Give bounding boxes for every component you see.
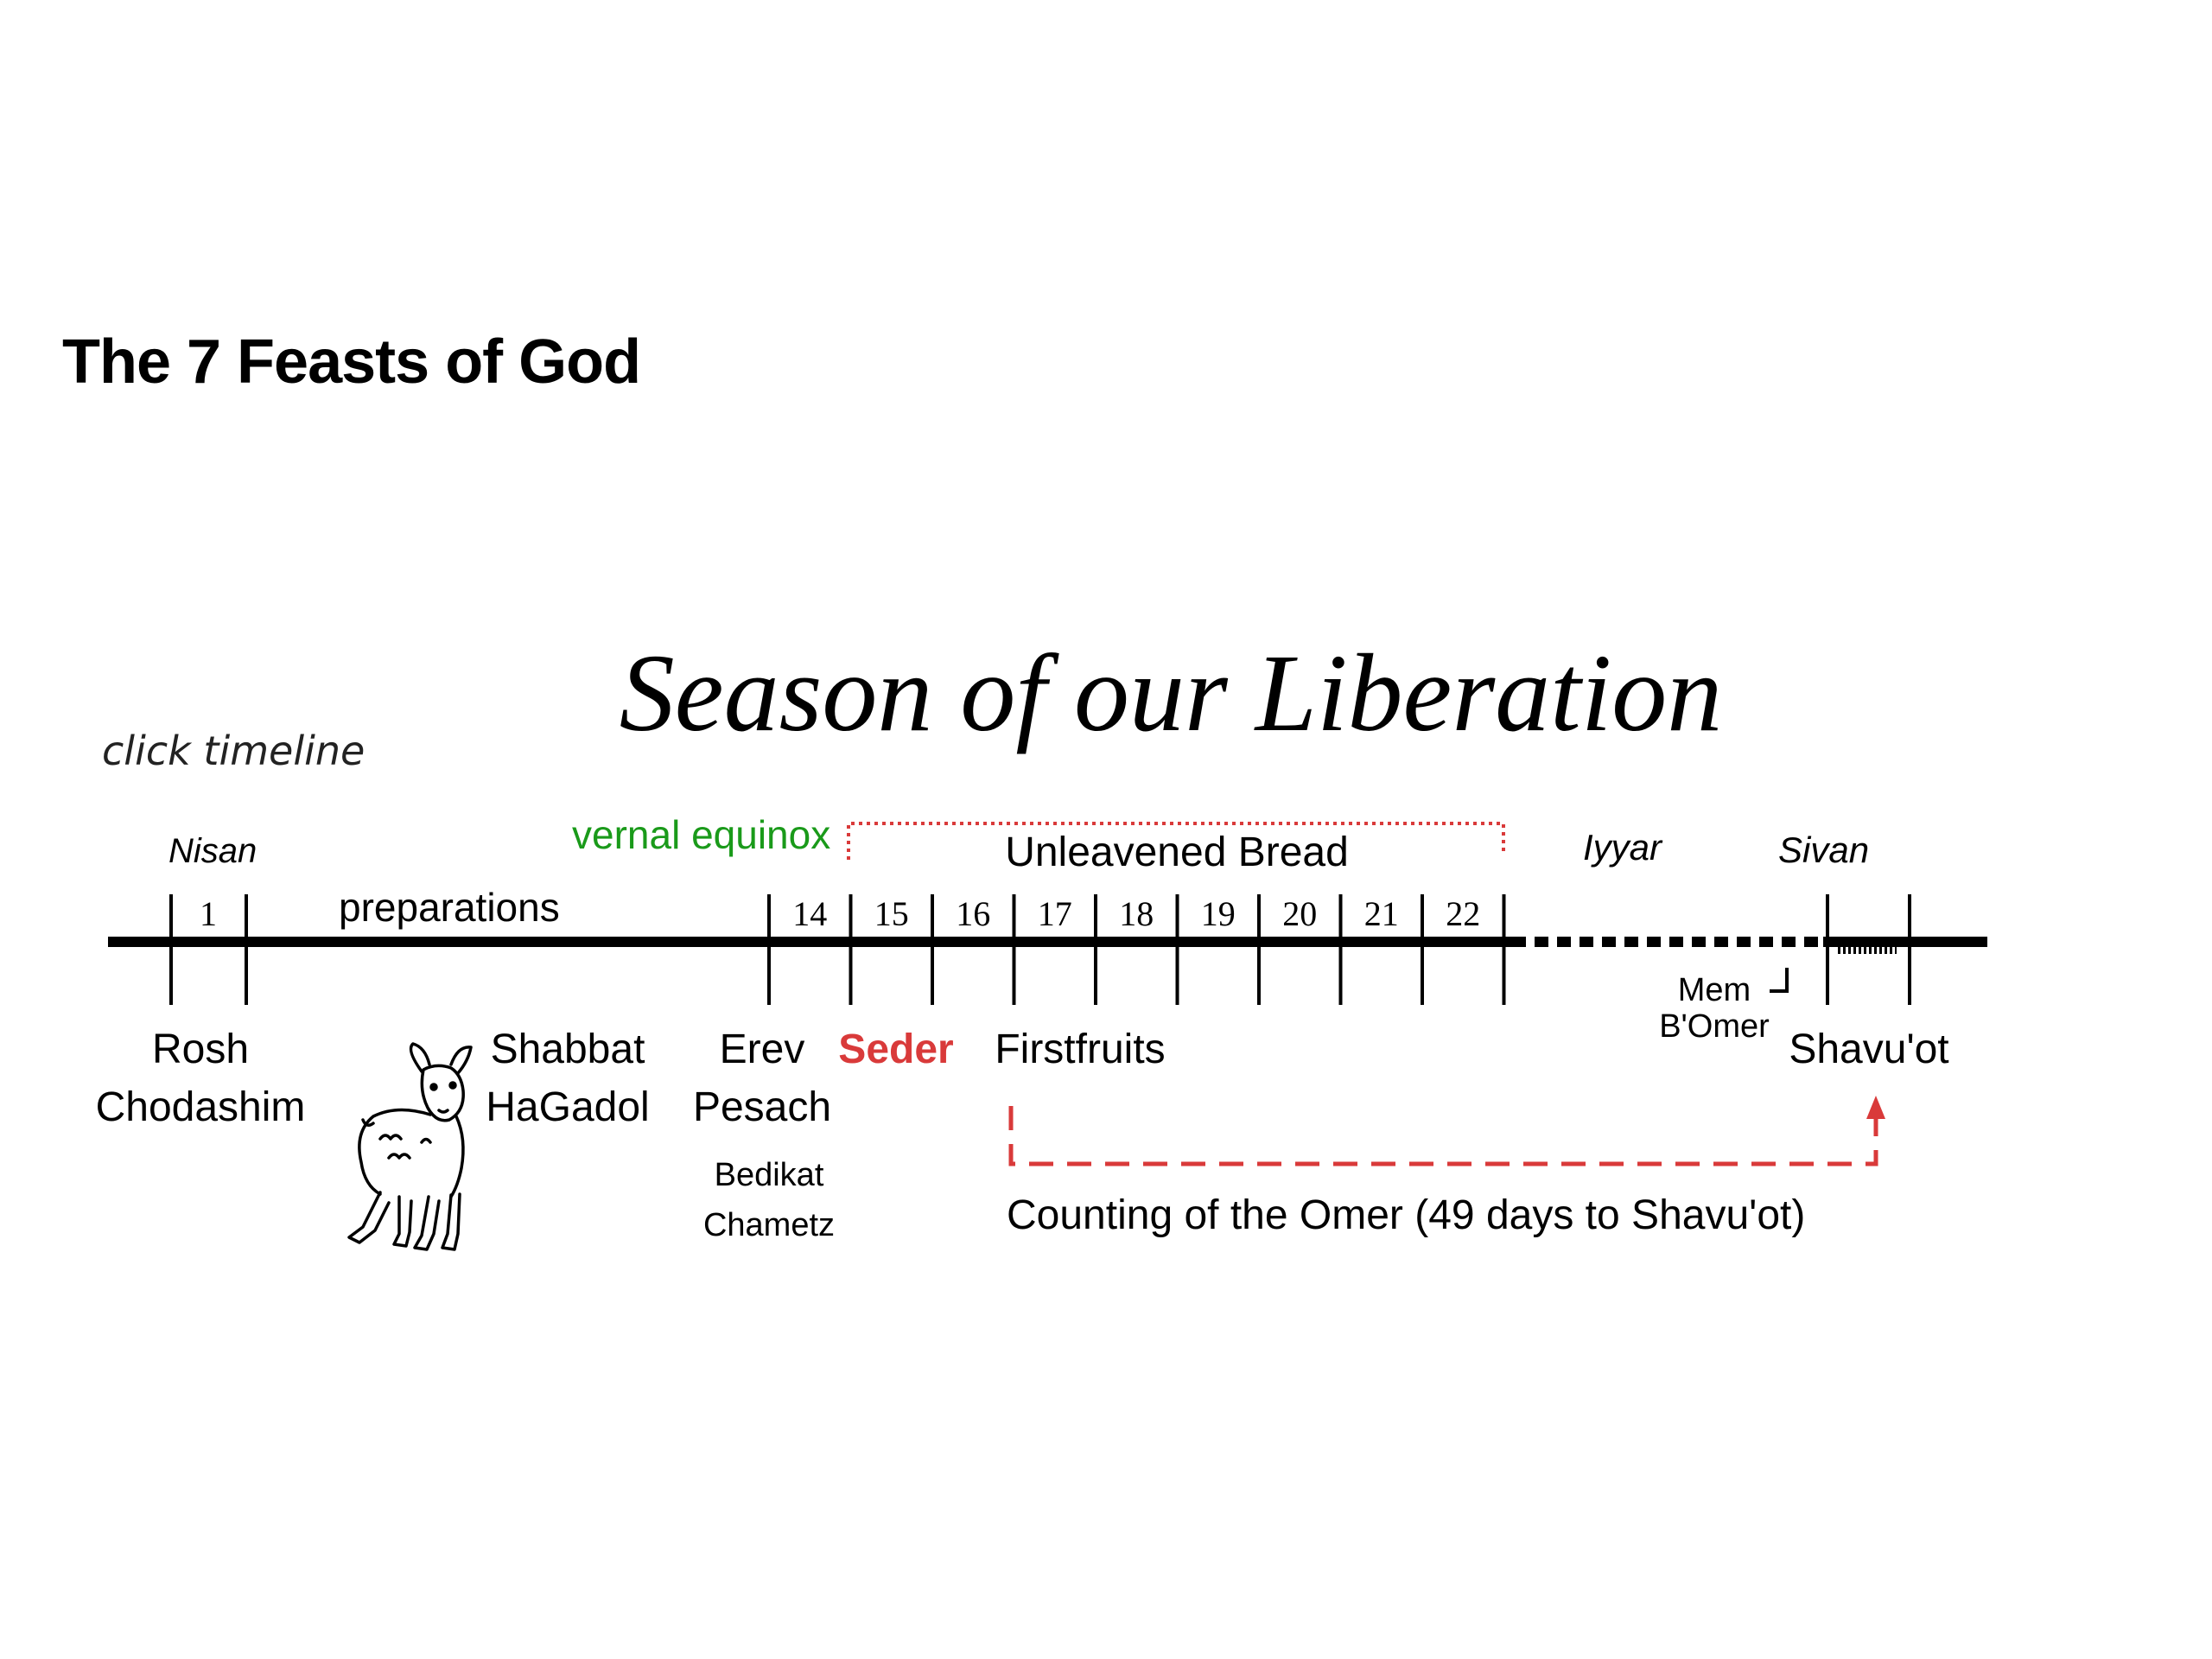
vernal-equinox-label: vernal equinox — [572, 812, 830, 857]
mem-bomer-pointer — [1770, 968, 1789, 993]
day-label-20: 20 — [1282, 894, 1317, 933]
day-label-17: 17 — [1038, 894, 1072, 933]
shavuot-label: Shavu'ot — [1789, 1027, 1948, 1072]
firstfruits-label: Firstfruits — [995, 1027, 1165, 1072]
preparations-label: preparations — [339, 885, 560, 930]
day-1-label: 1 — [200, 894, 217, 933]
day-label-14: 14 — [792, 894, 827, 933]
mem-bomer-line1: Mem — [1678, 972, 1751, 1008]
click-timeline-hint: click timeline — [102, 728, 365, 774]
day-ticks-group — [767, 894, 1506, 1005]
rosh-chodashim-line2: Chodashim — [96, 1084, 306, 1130]
erev-pesach-line1: Erev — [720, 1027, 805, 1072]
day-labels-group: 14 15 16 17 18 19 20 21 22 — [792, 894, 1480, 933]
omer-arrowhead-icon — [1866, 1096, 1885, 1119]
lamb-icon — [347, 1042, 473, 1251]
month-sivan-label: Sivan — [1778, 830, 1869, 870]
mem-bomer-line2: B'Omer — [1659, 1008, 1770, 1045]
day-label-15: 15 — [874, 894, 909, 933]
omer-count-arrow — [1008, 1106, 1878, 1166]
seder-label: Seder — [838, 1027, 953, 1072]
month-nisan-label: Nisan — [168, 832, 257, 870]
bedikat-chametz-line1: Bedikat — [715, 1157, 824, 1193]
day-label-19: 19 — [1201, 894, 1236, 933]
omer-count-label: Counting of the Omer (49 days to Shavu'o… — [1007, 1192, 1805, 1238]
slide-title: The 7 Feasts of God — [62, 327, 641, 397]
erev-pesach-line2: Pesach — [693, 1084, 831, 1130]
day-label-22: 22 — [1446, 894, 1480, 933]
unleavened-bread-bracket — [847, 822, 1505, 860]
day-label-21: 21 — [1364, 894, 1399, 933]
day-label-16: 16 — [956, 894, 990, 933]
unleavened-bread-label: Unleavened Bread — [1005, 830, 1349, 875]
month-iyyar-label: Iyyar — [1583, 827, 1663, 868]
day-label-18: 18 — [1119, 894, 1154, 933]
shabbat-hagadol-line2: HaGadol — [486, 1084, 649, 1130]
shabbat-hagadol-line1: Shabbat — [491, 1027, 645, 1072]
bedikat-chametz-line2: Chametz — [703, 1207, 835, 1243]
diagram-heading: Season of our Liberation — [620, 632, 1723, 754]
rosh-chodashim-line1: Rosh — [152, 1027, 249, 1072]
